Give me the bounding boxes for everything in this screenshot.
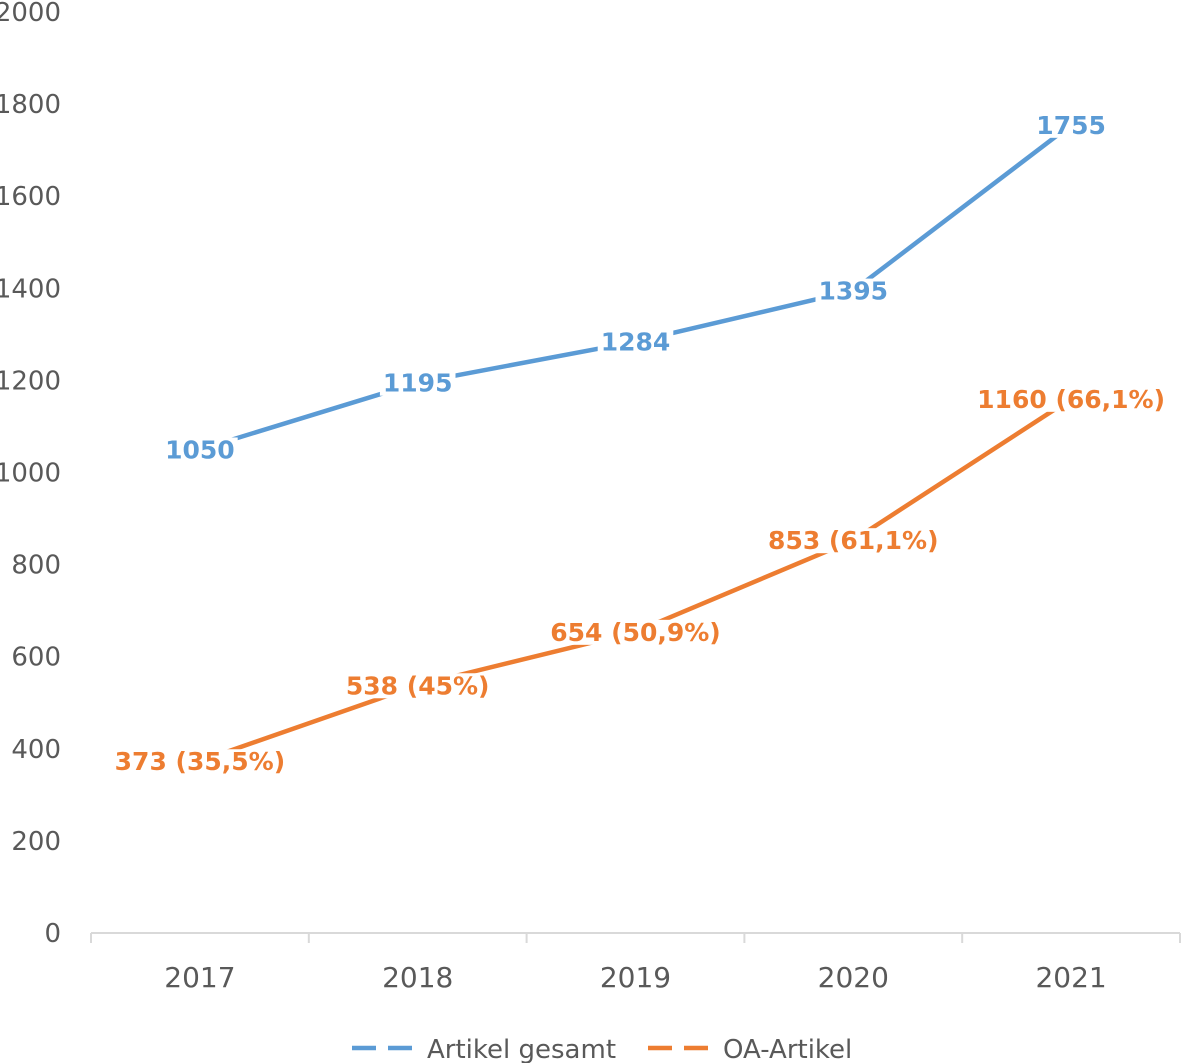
- data-label-background: [379, 370, 456, 396]
- data-label: 654 (50,9%): [550, 618, 720, 647]
- series-line-1: [197, 122, 1074, 452]
- y-tick-label: 1400: [0, 274, 61, 304]
- x-tick-label: 2018: [382, 961, 453, 994]
- data-label: 373 (35,5%): [115, 747, 285, 776]
- y-tick-label: 1800: [0, 90, 61, 120]
- y-tick-label: 400: [11, 735, 61, 765]
- data-label-background: [765, 528, 942, 554]
- legend-label: Artikel gesamt: [427, 1035, 616, 1063]
- data-label: 1395: [819, 277, 889, 306]
- data-label-background: [1033, 112, 1109, 138]
- y-tick-label: 1600: [0, 182, 61, 212]
- legend: Artikel gesamt OA-Artikel: [352, 1035, 852, 1063]
- series-layer: [197, 122, 1074, 764]
- data-label-background: [974, 386, 1169, 412]
- data-label: 1755: [1036, 111, 1106, 140]
- legend-label: OA-Artikel: [723, 1035, 852, 1063]
- data-label: 1195: [383, 369, 453, 398]
- data-label-background: [162, 437, 238, 463]
- y-tick-label: 1200: [0, 366, 61, 396]
- data-label-background: [597, 329, 674, 355]
- x-tick-label: 2017: [164, 961, 235, 994]
- data-label: 1160 (66,1%): [977, 385, 1165, 414]
- y-tick-label: 800: [11, 551, 61, 581]
- data-labels: 1050 1195 1284 1395 1755 373 (35,5%) 538 (45%)…: [111, 111, 1169, 776]
- series-line-2: [197, 396, 1074, 764]
- x-tick-label: 2019: [600, 961, 671, 994]
- y-tick-label: 1000: [0, 459, 61, 489]
- data-label-background: [111, 749, 289, 775]
- data-label: 1284: [601, 328, 671, 357]
- x-tick-label: 2020: [818, 961, 889, 994]
- data-label: 1050: [165, 435, 235, 464]
- data-label-background: [815, 278, 892, 304]
- y-tick-label: 200: [11, 827, 61, 857]
- data-label: 853 (61,1%): [768, 526, 938, 555]
- y-tick-label: 600: [11, 643, 61, 673]
- data-label-background: [547, 619, 724, 645]
- y-axis: 0 200 400 600 800 1000 1200 1400 1600 1800 2000: [0, 0, 61, 949]
- y-tick-label: 2000: [0, 0, 61, 28]
- x-tick-label: 2021: [1035, 961, 1106, 994]
- data-label: 538 (45%): [346, 671, 490, 700]
- data-label-background: [342, 673, 493, 699]
- y-tick-label: 0: [44, 919, 61, 949]
- x-axis: 2017 2018 2019 2020 2021: [90, 932, 1181, 994]
